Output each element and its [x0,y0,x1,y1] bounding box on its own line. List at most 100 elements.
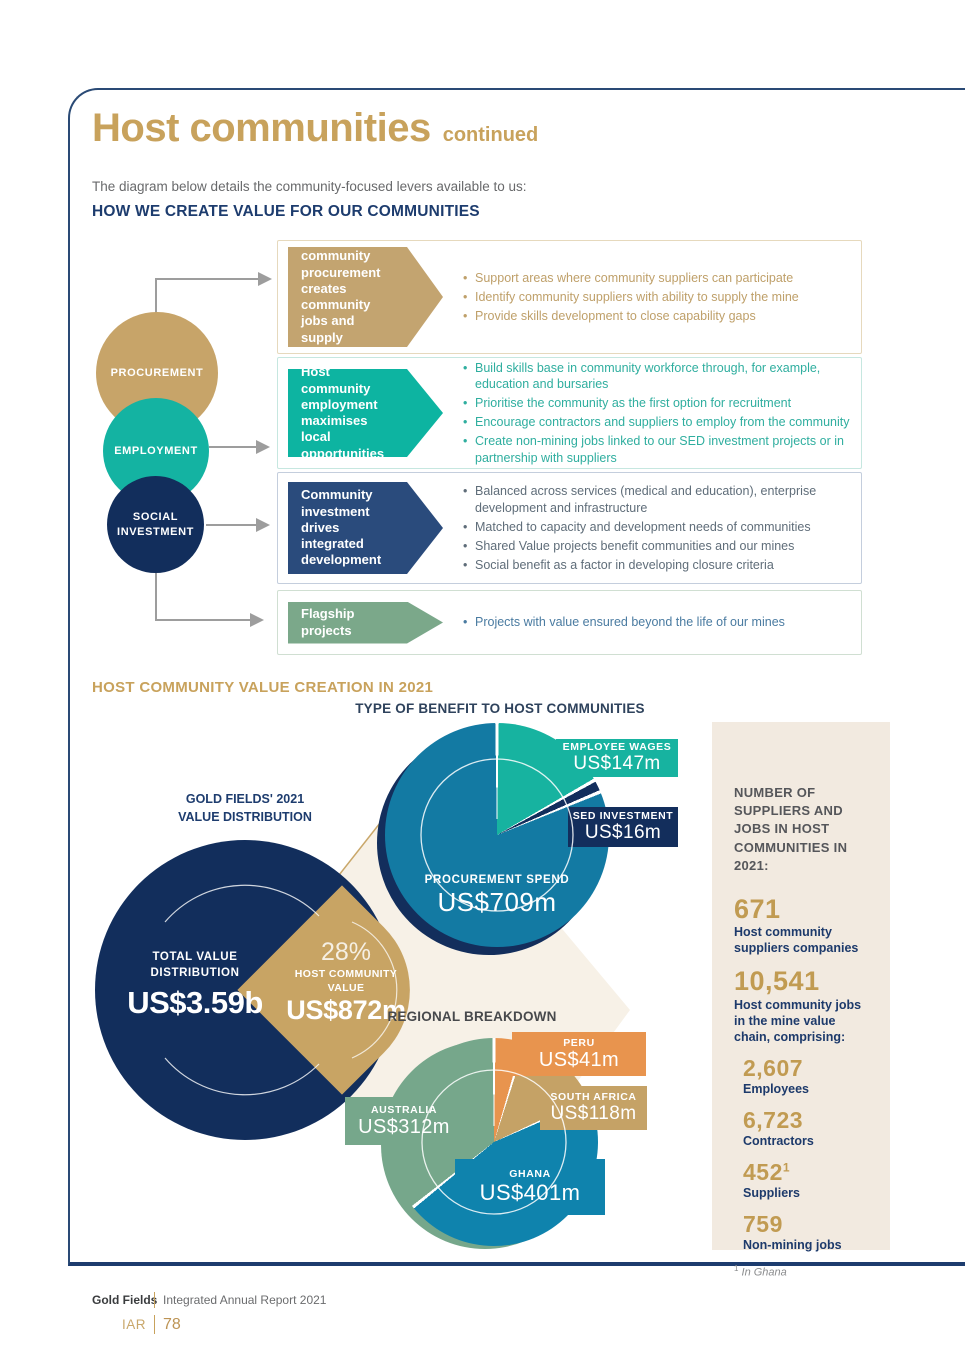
south-africa-value: US$118m [550,1103,637,1124]
value-creation-heading: HOST COMMUNITY VALUE CREATION IN 2021 [92,679,434,696]
peru-name: PERU [563,1036,595,1049]
lever-title: Community investment drives integrated d… [301,487,382,568]
stat-value: 2,607 [743,1054,804,1081]
ghana-name: GHANA [509,1168,551,1180]
employee-wages-name: EMPLOYEE WAGES [562,741,672,753]
total-value-amount: US$3.59b [127,985,263,1021]
peru-value: US$41m [538,1048,620,1071]
stat-value: 759 [743,1211,783,1238]
page-title-suffix: continued [442,124,539,146]
bullet-item: Identify community suppliers with abilit… [461,289,858,306]
how-we-create-value-heading: HOW WE CREATE VALUE FOR OUR COMMUNITIES [92,203,480,220]
sed-investment-value: US$16m [584,822,662,843]
sed-investment-callout: SED INVESTMENT US$16m [568,807,678,847]
bullet-item: Support areas where community suppliers … [461,270,858,287]
procurement-circle-label: PROCUREMENT [110,366,204,379]
bullet-item: Build skills base in community workforce… [461,360,858,393]
stat-value: 4521 [743,1158,791,1185]
lever-row-social-investment: Community investment drives integrated d… [277,472,862,584]
bullet-item: Encourage contractors and suppliers to e… [461,414,858,431]
footer-divider [154,1315,155,1334]
stat-block: 2,607 Employees [743,1054,870,1097]
footer-iar: IAR [121,1317,146,1332]
social-investment-circle-label: SOCIAL INVESTMENT [117,510,194,538]
lever-arrow-procurement: Host community procurement creates commu… [288,247,443,347]
value-distribution-title-line2: VALUE DISTRIBUTION [178,809,312,824]
procurement-circle: PROCUREMENT [96,312,218,434]
regional-pie-title: REGIONAL BREAKDOWN [387,1009,557,1024]
procurement-spend-name: PROCUREMENT SPEND [424,874,570,886]
bullet-item: Projects with value ensured beyond the l… [461,614,858,631]
lever-title: Host community procurement creates commu… [301,232,385,361]
stat-block: 4521 Suppliers [743,1160,870,1201]
bullet-item: Balanced across services (medical and ed… [461,483,858,516]
total-value-label: TOTAL VALUE DISTRIBUTION US$3.59b [112,950,278,1021]
south-africa-callout: SOUTH AFRICA US$118m [540,1086,647,1130]
page-title: Host communities [92,106,431,150]
south-africa-name: SOUTH AFRICA [550,1091,637,1103]
ghana-callout: GHANA US$401m [455,1159,605,1215]
stat-label: Host community jobs in the mine value ch… [734,997,862,1044]
australia-value: US$312m [358,1115,450,1138]
stat-block: 671 Host community suppliers companies [734,895,870,956]
employee-wages-value: US$147m [573,753,661,774]
lever-arrow-employment: Host community employment maximises loca… [288,369,443,457]
flow-arrows [155,278,258,621]
footnote-marker: 1 [782,1160,791,1175]
stat-label: Employees [743,1081,810,1096]
lever-arrow-flagship: Flagship projects [288,601,443,644]
page-header: Host communities continued [92,106,538,151]
footer-report-name: Integrated Annual Report 2021 [163,1293,327,1307]
stat-value: 10,541 [734,966,820,997]
australia-callout: AUSTRALIA US$312m [345,1097,463,1145]
australia-name: AUSTRALIA [370,1103,438,1116]
stat-label: Non-mining jobs [743,1238,842,1253]
suppliers-jobs-sidebar: NUMBER OF SUPPLIERS AND JOBS IN HOST COM… [712,722,890,1279]
stat-label: Contractors [743,1133,814,1148]
stat-label: Suppliers [743,1186,800,1201]
sidebar-heading: NUMBER OF SUPPLIERS AND JOBS IN HOST COM… [734,785,848,873]
ghana-value: US$401m [479,1180,581,1205]
lever-bullets: Balanced across services (medical and ed… [461,481,858,576]
bullet-item: Create non-mining jobs linked to our SED… [461,433,858,466]
stat-block: 10,541 Host community jobs in the mine v… [734,967,870,1044]
stat-value: 6,723 [743,1106,804,1133]
bullet-item: Social benefit as a factor in developing… [461,557,858,574]
lever-row-procurement: Host community procurement creates commu… [277,240,862,354]
stat-block: 6,723 Contractors [743,1108,870,1149]
bullet-item: Matched to capacity and development need… [461,519,858,536]
sidebar-footnote: 1 In Ghana [734,1264,787,1279]
lever-bullets: Build skills base in community workforce… [461,357,858,469]
host-community-name: HOST COMMUNITY VALUE [294,968,398,994]
peru-callout: PERU US$41m [512,1032,646,1076]
footer-page-number: 78 [163,1315,181,1333]
social-investment-circle: SOCIAL INVESTMENT [107,476,204,573]
lever-row-employment: Host community employment maximises loca… [277,357,862,469]
total-value-name: TOTAL VALUE DISTRIBUTION [150,951,240,979]
lever-title: Host community employment maximises loca… [301,364,385,461]
bullet-item: Provide skills development to close capa… [461,308,858,325]
stat-value: 671 [734,893,781,924]
arrow-heads [250,272,272,627]
value-distribution-title: GOLD FIELDS' 2021 VALUE DISTRIBUTION [145,791,345,826]
footer-divider [154,1292,155,1308]
employee-wages-callout: EMPLOYEE WAGES US$147m [556,739,678,777]
page-frame [68,88,965,1266]
bullet-item: Prioritise the community as the first op… [461,395,858,412]
footer-brand: Gold Fields [92,1293,158,1307]
employment-circle-label: EMPLOYMENT [114,444,198,457]
stat-block: 759 Non-mining jobs [743,1212,870,1253]
intro-text: The diagram below details the community-… [92,179,527,194]
lever-arrow-social-investment: Community investment drives integrated d… [288,482,443,574]
stat-label: Host community suppliers companies [734,925,859,956]
footer-line-1: Gold Fields Integrated Annual Report 202… [92,1292,326,1308]
sed-investment-name: SED INVESTMENT [572,810,674,822]
lever-title: Flagship projects [301,606,355,638]
procurement-spend-value: US$709m [437,887,557,917]
value-distribution-title-line1: GOLD FIELDS' 2021 [185,792,305,806]
host-community-percent: 28% [320,938,372,966]
lever-bullets: Support areas where community suppliers … [461,267,858,327]
footer-line-2: IAR 78 [92,1315,181,1334]
lever-row-flagship: Flagship projects Projects with value en… [277,590,862,655]
benefit-pie-title: TYPE OF BENEFIT TO HOST COMMUNITIES [355,701,645,716]
